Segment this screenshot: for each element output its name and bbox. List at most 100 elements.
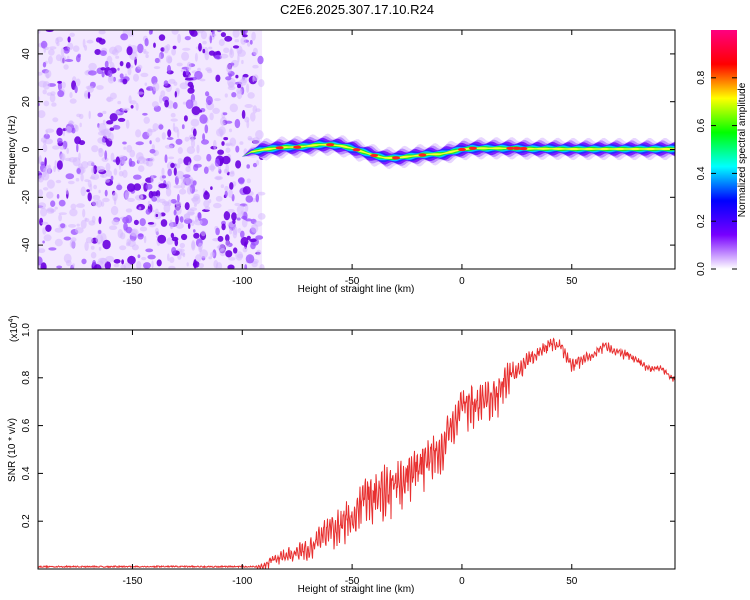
noise-blob (44, 157, 47, 167)
noise-blob (76, 143, 79, 153)
spectrogram-noise (38, 30, 266, 269)
noise-blob (38, 110, 46, 119)
noise-blob (56, 127, 63, 136)
snr-x-label: Height of straight line (km) (298, 584, 415, 595)
noise-blob (160, 219, 168, 227)
noise-blob (113, 197, 117, 205)
noise-blob (143, 51, 149, 55)
noise-blob (200, 30, 207, 40)
noise-blob (238, 177, 245, 185)
noise-blob (229, 182, 234, 190)
noise-blob (205, 91, 210, 97)
noise-blob (122, 216, 129, 224)
noise-blob (102, 119, 106, 126)
noise-blob (207, 165, 216, 171)
noise-blob (87, 91, 91, 99)
noise-blob (121, 259, 124, 265)
noise-blob (56, 194, 60, 199)
noise-blob (54, 206, 58, 210)
noise-blob (78, 113, 84, 119)
noise-blob (76, 203, 85, 208)
noise-blob (106, 120, 114, 125)
noise-blob (65, 126, 72, 134)
noise-blob (79, 122, 82, 128)
noise-blob (121, 107, 130, 112)
noise-blob (76, 168, 81, 174)
noise-blob (193, 164, 199, 172)
noise-blob (98, 257, 107, 263)
noise-blob (125, 119, 130, 129)
noise-blob (69, 32, 75, 37)
noise-blob (177, 147, 183, 154)
noise-blob (185, 99, 194, 109)
noise-blob (42, 81, 51, 90)
noise-blob (65, 188, 69, 195)
noise-blob (122, 169, 128, 178)
x-tick-label: -150 (122, 276, 142, 287)
noise-blob (127, 255, 136, 265)
noise-blob (186, 61, 192, 71)
noise-blob (171, 48, 177, 56)
noise-blob (234, 118, 241, 129)
noise-blob (255, 235, 264, 240)
noise-blob (46, 179, 55, 189)
noise-blob (102, 239, 111, 250)
noise-blob (80, 219, 87, 229)
noise-blob (250, 112, 256, 122)
noise-blob (38, 256, 43, 266)
noise-blob (225, 250, 233, 258)
noise-blob (67, 36, 71, 43)
noise-blob (58, 212, 67, 216)
noise-blob (169, 222, 174, 230)
noise-blob (171, 30, 179, 35)
noise-blob (198, 263, 204, 269)
noise-blob (201, 139, 209, 145)
noise-blob (140, 72, 149, 78)
noise-blob (197, 212, 202, 221)
noise-blob (80, 173, 84, 182)
noise-blob (257, 213, 266, 220)
noise-blob (154, 227, 159, 235)
colorbar-label: Normalized spectral amplitude (737, 82, 748, 217)
noise-blob (93, 264, 102, 269)
noise-blob (138, 165, 145, 173)
noise-blob (173, 167, 177, 176)
noise-blob (252, 64, 259, 69)
x-tick-label: -50 (345, 276, 360, 287)
spectrogram-y-label: Frequency (Hz) (7, 116, 18, 185)
noise-blob (129, 149, 136, 158)
noise-blob (250, 242, 256, 250)
noise-blob (38, 202, 47, 209)
noise-blob (84, 241, 89, 251)
noise-blob (190, 30, 198, 37)
noise-blob (206, 153, 212, 162)
noise-blob (189, 207, 198, 211)
snr-series (38, 337, 675, 569)
noise-blob (139, 226, 148, 232)
noise-blob (104, 178, 110, 183)
noise-blob (85, 85, 94, 90)
noise-blob (60, 47, 65, 57)
x-tick-label: -50 (345, 576, 360, 587)
noise-blob (216, 128, 224, 137)
noise-blob (110, 205, 119, 216)
noise-blob (133, 174, 142, 180)
noise-blob (151, 260, 154, 269)
noise-blob (208, 50, 216, 56)
noise-blob (95, 234, 104, 244)
noise-blob (145, 248, 154, 253)
noise-blob (126, 242, 130, 247)
spectrogram-ridge (242, 133, 675, 170)
noise-blob (117, 67, 120, 71)
ridge-peak (457, 147, 466, 152)
noise-blob (229, 103, 238, 113)
noise-blob (42, 89, 47, 95)
noise-blob (221, 223, 226, 231)
noise-blob (183, 213, 191, 220)
noise-blob (122, 141, 127, 145)
noise-blob (203, 166, 209, 174)
noise-blob (133, 219, 139, 226)
noise-blob (237, 83, 242, 89)
noise-blob (98, 123, 107, 133)
noise-blob (40, 137, 47, 143)
